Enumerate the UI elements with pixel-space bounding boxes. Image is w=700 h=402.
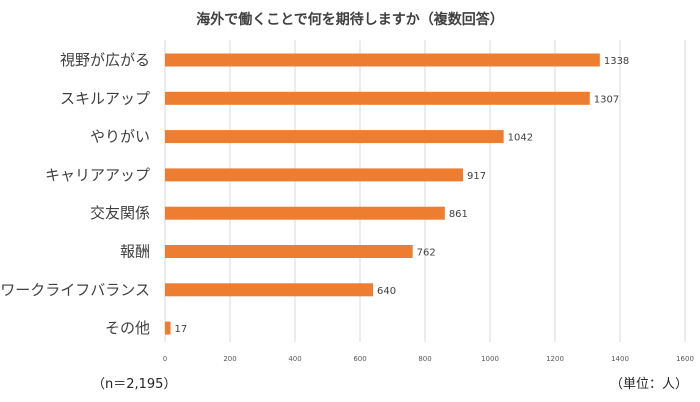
x-tick-label-200: 200 [223, 355, 236, 363]
value-label-2: 1307 [594, 94, 619, 105]
value-label-1: 1338 [604, 56, 629, 67]
bar-2 [165, 91, 590, 105]
x-tick-label-600: 600 [353, 355, 366, 363]
bar-6 [165, 245, 413, 258]
bar-layer [165, 53, 600, 335]
bar-1 [165, 53, 600, 67]
value-label-6: 762 [417, 248, 436, 259]
bar-4 [165, 168, 464, 182]
category-label-4: キャリアアップ [45, 166, 150, 184]
x-tick-label-1600: 1600 [676, 355, 694, 363]
category-label-3: やりがい [90, 128, 150, 146]
bar-8 [165, 321, 171, 335]
x-tick-label-1400: 1400 [611, 355, 629, 363]
category-label-1: 視野が広がる [60, 51, 150, 69]
value-label-7: 640 [377, 286, 396, 297]
unit-note: （単位：人） [609, 377, 688, 392]
label-layer: 0 200 400 600 800 1000 1200 1400 1600 視野が広がる 1338 ス… [0, 51, 694, 363]
bar-5 [165, 206, 445, 220]
category-label-7: ワークライフバランス [0, 281, 150, 299]
category-label-5: 交友関係 [90, 204, 150, 222]
category-label-8: その他 [105, 319, 150, 337]
x-tick-label-1200: 1200 [546, 355, 564, 363]
x-tick-label-400: 400 [288, 355, 301, 363]
sample-size-note: （n＝2,195） [92, 377, 177, 392]
bar-7 [165, 283, 373, 297]
category-label-2: スキルアップ [60, 89, 150, 107]
grid-layer [164, 40, 686, 342]
value-label-5: 861 [449, 209, 468, 220]
category-label-6: 報酬 [120, 243, 150, 261]
chart-title: 海外で働くことで何を期待しますか（複数回答） [196, 12, 504, 28]
x-tick-label-1000: 1000 [481, 355, 499, 363]
value-label-4: 917 [467, 171, 486, 182]
x-tick-label-0: 0 [163, 355, 167, 363]
bar-3 [165, 130, 504, 144]
value-label-3: 1042 [508, 133, 533, 144]
x-tick-label-800: 800 [418, 355, 431, 363]
value-label-8: 17 [175, 324, 188, 335]
